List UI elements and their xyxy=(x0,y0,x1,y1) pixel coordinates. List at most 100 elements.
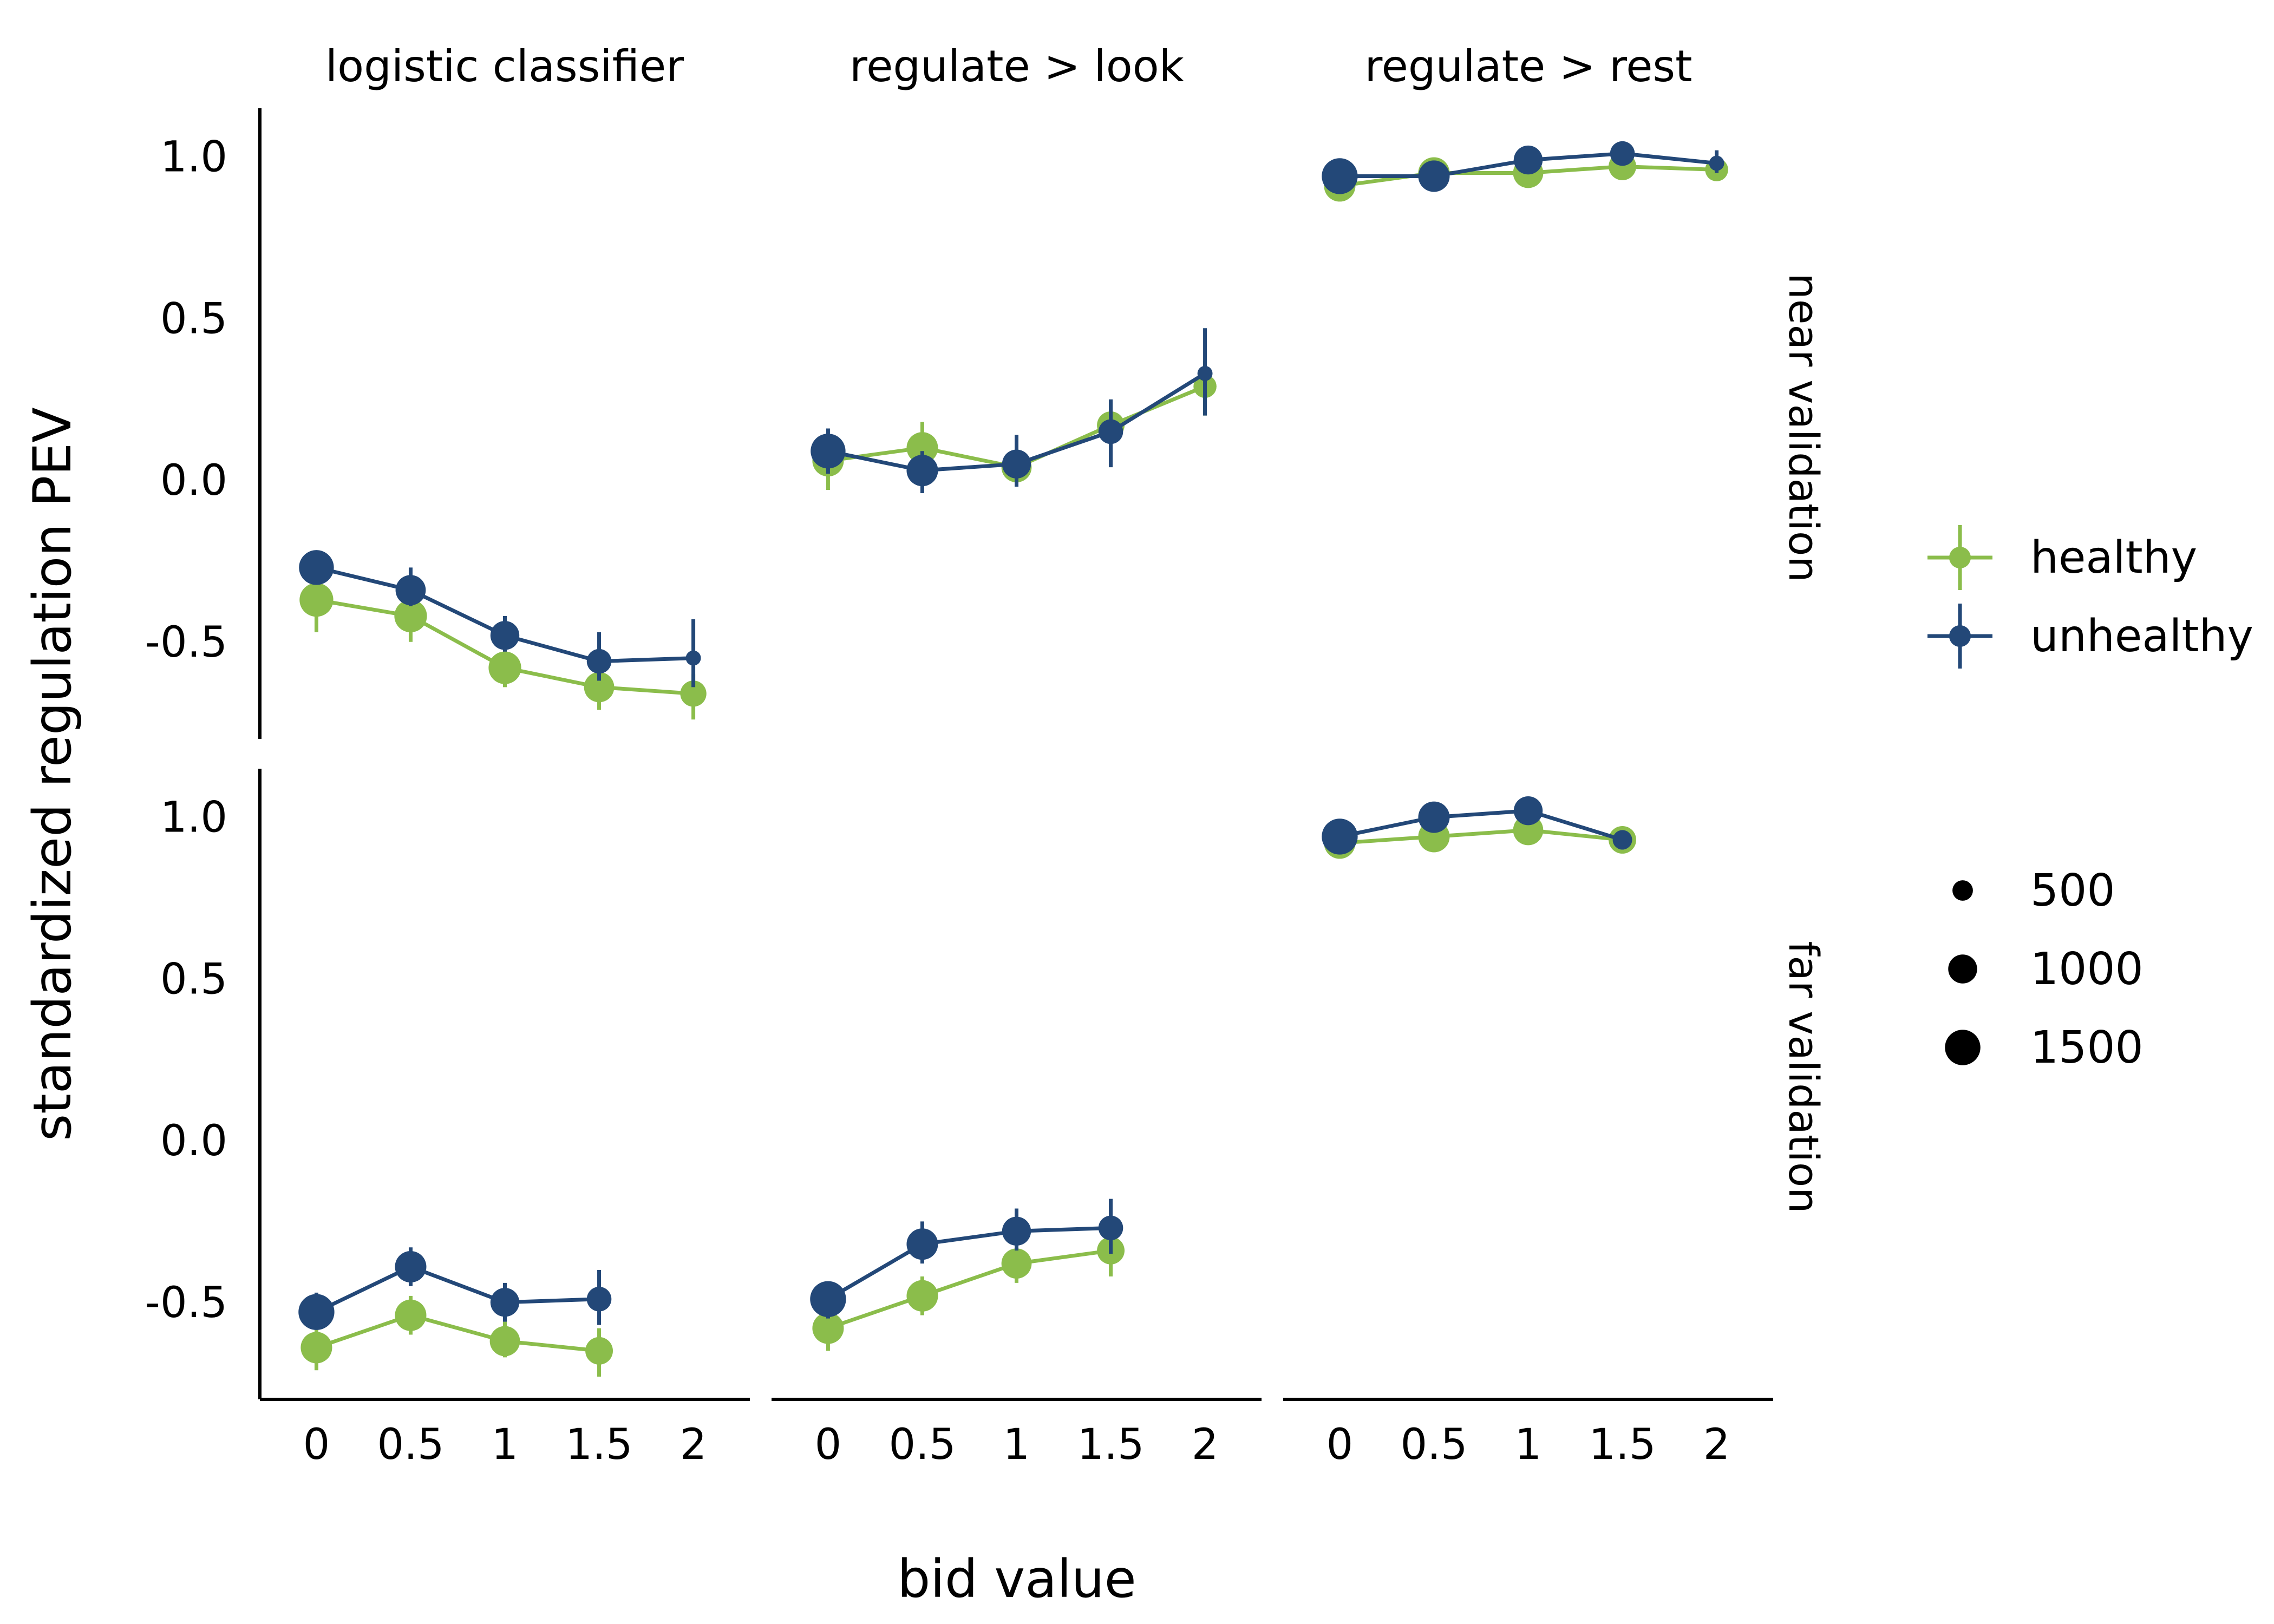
series-unhealthy xyxy=(811,328,1213,493)
x-tick-label: 2 xyxy=(680,1420,707,1469)
data-point xyxy=(395,575,426,606)
data-point xyxy=(1612,830,1632,850)
data-point xyxy=(298,1294,335,1330)
data-point xyxy=(1709,155,1724,171)
series-unhealthy xyxy=(299,550,701,687)
data-point xyxy=(811,434,846,469)
data-point xyxy=(1098,419,1123,444)
panel-logistic-classifier-far-validation xyxy=(298,1247,613,1377)
row-label-near-validation: near validation xyxy=(1780,273,1828,582)
size-legend-item-1500: 1500 xyxy=(1945,1022,2144,1073)
series-healthy xyxy=(300,1295,613,1377)
x-axis-title: bid value xyxy=(897,1549,1136,1609)
size-legend-key xyxy=(1945,1030,1981,1065)
data-point xyxy=(1002,1216,1031,1246)
x-tick-label: 1.5 xyxy=(1077,1420,1145,1469)
data-point xyxy=(685,650,701,666)
column-label-logistic-classifier: logistic classifier xyxy=(325,41,684,91)
data-point xyxy=(395,1299,427,1331)
y-tick-label: 1.0 xyxy=(160,133,227,182)
y-tick-label: 1.0 xyxy=(160,794,227,842)
data-point xyxy=(906,455,938,487)
data-point xyxy=(1002,449,1031,479)
data-point xyxy=(680,680,707,707)
x-tick-label: 1 xyxy=(1515,1420,1542,1469)
series-line xyxy=(315,1265,599,1314)
series-line xyxy=(1339,809,1623,842)
y-tick-label: 0.0 xyxy=(160,456,227,505)
legend-label: unhealthy xyxy=(2030,611,2253,662)
x-tick-label: 0.5 xyxy=(377,1420,444,1469)
panel-logistic-classifier-near-validation xyxy=(299,550,707,720)
color-legend: healthy unhealthy xyxy=(1927,525,2253,669)
data-point xyxy=(810,1281,846,1317)
size-legend-label: 1000 xyxy=(2030,944,2144,995)
column-label-regulate-rest: regulate > rest xyxy=(1365,41,1693,91)
column-facet-headers: logistic classifier regulate > look regu… xyxy=(325,41,1693,91)
panels-layer xyxy=(298,141,1728,1377)
data-point xyxy=(586,1287,612,1312)
data-point xyxy=(906,1228,938,1260)
size-legend-key xyxy=(1952,880,1973,901)
data-point xyxy=(299,582,334,617)
x-axis-regulate-rest: 0 0.5 1 1.5 2 xyxy=(1283,1398,1773,1469)
legend-key-point xyxy=(1949,625,1971,647)
series-line xyxy=(316,1313,599,1353)
x-tick-label: 2 xyxy=(1703,1420,1730,1469)
x-tick-label: 0 xyxy=(1327,1420,1354,1469)
data-point xyxy=(488,651,521,684)
x-axis-logistic-classifier: 0 0.5 1 1.5 2 xyxy=(260,1398,750,1469)
data-point xyxy=(906,432,938,464)
x-tick-label: 1 xyxy=(1003,1420,1030,1469)
panel-regulate-rest-far-validation xyxy=(1322,796,1636,859)
series-line xyxy=(827,1226,1111,1301)
x-tick-label: 0.5 xyxy=(888,1420,956,1469)
data-point xyxy=(906,1280,938,1312)
size-legend-label: 1500 xyxy=(2030,1022,2144,1073)
data-point xyxy=(584,672,615,703)
data-point xyxy=(1098,1215,1123,1241)
row-label-far-validation: far validation xyxy=(1780,941,1828,1214)
panel-regulate-rest-near-validation xyxy=(1322,141,1728,202)
size-legend: 500 1000 1500 xyxy=(1945,865,2144,1073)
data-point xyxy=(300,1332,332,1364)
series-line xyxy=(1339,828,1623,845)
legend-label: healthy xyxy=(2030,532,2197,584)
x-tick-label: 1.5 xyxy=(566,1420,633,1469)
x-axes: 0 0.5 1 1.5 2 0 0.5 1 1.5 2 0 0.5 1 1.5 2 xyxy=(260,1398,1773,1469)
size-legend-item-500: 500 xyxy=(1952,865,2115,916)
row-facet-headers: near validation far validation xyxy=(1780,273,1828,1213)
y-tick-label: -0.5 xyxy=(145,618,227,667)
data-point xyxy=(1513,796,1543,826)
data-point xyxy=(299,550,334,585)
column-label-regulate-look: regulate > look xyxy=(850,41,1185,91)
x-tick-label: 2 xyxy=(1192,1420,1219,1469)
x-tick-label: 0.5 xyxy=(1400,1420,1467,1469)
data-point xyxy=(585,1337,613,1365)
data-point xyxy=(812,1312,844,1344)
legend-item-unhealthy: unhealthy xyxy=(1927,604,2253,669)
series-unhealthy xyxy=(810,1199,1123,1319)
x-tick-label: 0 xyxy=(303,1420,330,1469)
series-unhealthy xyxy=(298,1247,612,1330)
data-point xyxy=(490,621,520,650)
x-tick-label: 1 xyxy=(492,1420,519,1469)
data-point xyxy=(489,1326,520,1357)
data-point xyxy=(1322,158,1358,194)
size-legend-key xyxy=(1948,954,1977,984)
panel-regulate-look-near-validation xyxy=(811,328,1217,493)
data-point xyxy=(490,1288,520,1317)
y-tick-label: 0.5 xyxy=(160,294,227,343)
series-unhealthy xyxy=(1322,796,1632,855)
y-axis-row-1: -0.5 0.0 0.5 1.0 xyxy=(145,108,262,739)
data-point xyxy=(394,599,427,633)
y-axis-row-2: -0.5 0.0 0.5 1.0 xyxy=(145,769,262,1399)
legend-item-healthy: healthy xyxy=(1927,525,2197,590)
legend-key-point xyxy=(1949,547,1971,568)
data-point xyxy=(1513,145,1543,175)
y-tick-label: -0.5 xyxy=(145,1279,227,1327)
x-tick-label: 0 xyxy=(815,1420,842,1469)
data-point xyxy=(1418,160,1450,192)
